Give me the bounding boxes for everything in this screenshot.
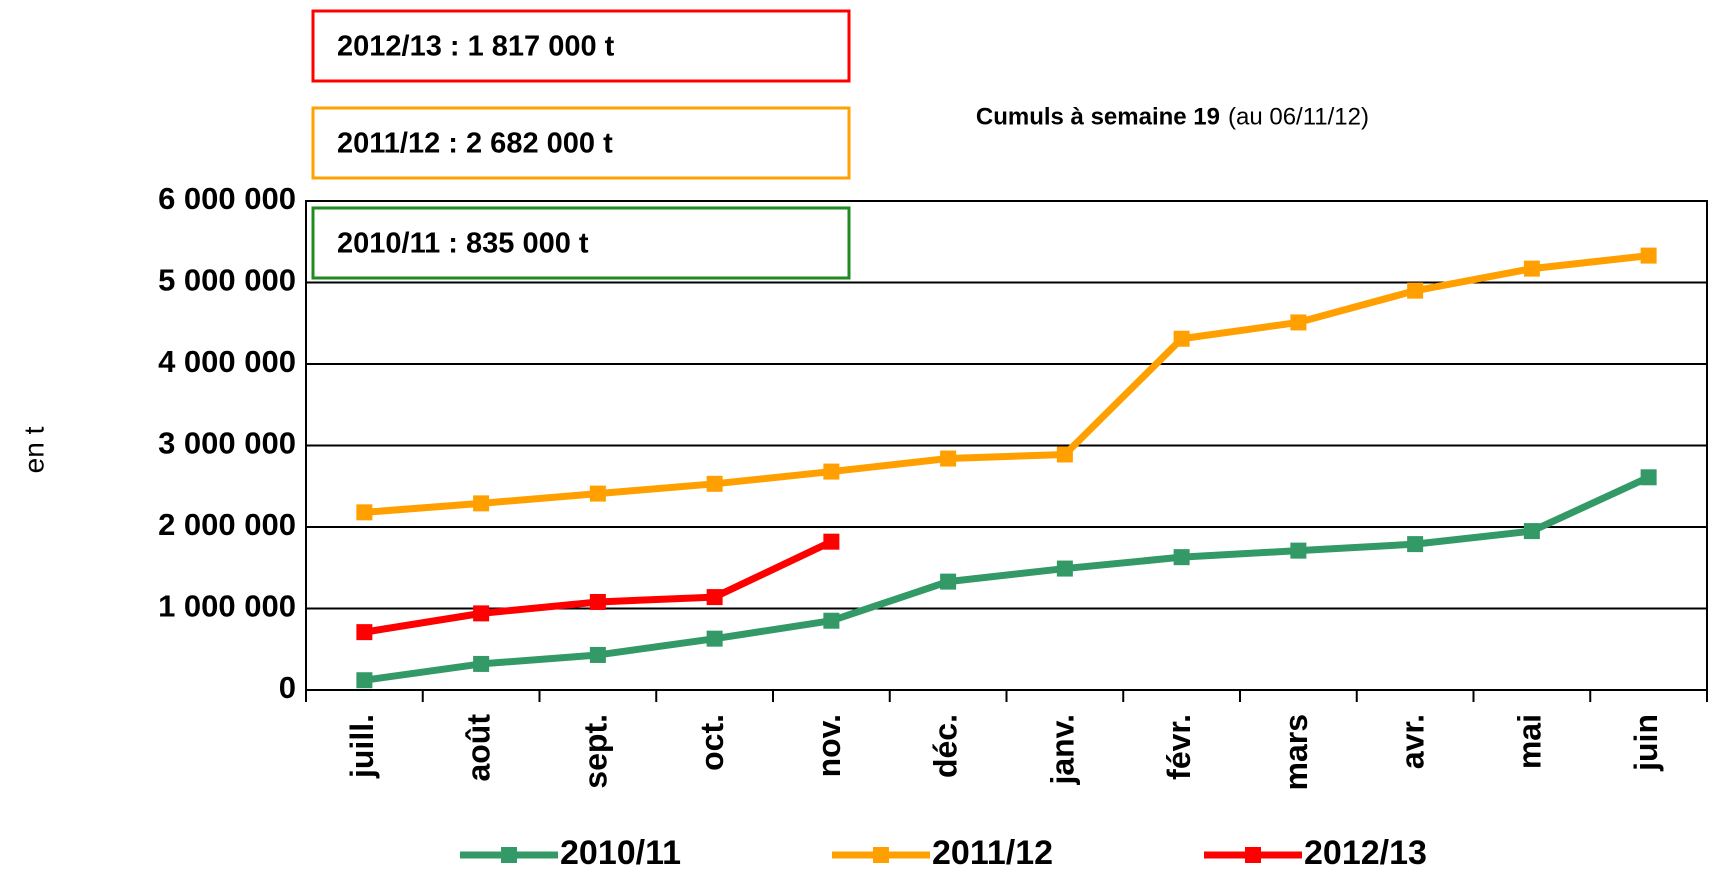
- data-point: [1056, 446, 1073, 463]
- series-line: [363, 538, 833, 636]
- data-point: [1173, 549, 1190, 566]
- data-point: [473, 655, 490, 672]
- data-point: [1640, 247, 1657, 264]
- y-tick-label: 0: [279, 670, 296, 705]
- data-point: [1523, 523, 1540, 540]
- data-point: [706, 589, 723, 606]
- series-line: [364, 252, 1650, 516]
- y-tick-label: 5 000 000: [158, 263, 296, 298]
- legend-marker: [501, 847, 517, 863]
- data-point: [706, 475, 723, 492]
- data-point: [1407, 282, 1424, 299]
- data-point: [823, 612, 840, 629]
- data-point: [356, 672, 373, 689]
- annotation-box: [311, 9, 851, 83]
- data-point: [473, 495, 490, 512]
- data-point: [940, 573, 957, 590]
- annotation-box: [311, 106, 851, 180]
- x-tick-label: août: [461, 714, 497, 782]
- data-point: [706, 630, 723, 647]
- legend-label: 2011/12: [932, 834, 1053, 872]
- x-tick-label: déc.: [928, 714, 964, 778]
- subtitle-note: (au 06/11/12): [1228, 103, 1369, 130]
- annotation-text: 2012/13 : 1 817 000 t: [337, 31, 615, 63]
- x-tick-label: avr.: [1395, 714, 1431, 769]
- data-point: [589, 646, 606, 663]
- data-point: [1407, 536, 1424, 553]
- x-tick-label: sept.: [577, 714, 613, 789]
- annotation-box: [311, 206, 851, 280]
- x-tick-label: janv.: [1044, 714, 1080, 786]
- x-tick-label: févr.: [1161, 714, 1197, 780]
- data-point: [589, 593, 606, 610]
- legend-label: 2010/11: [560, 834, 681, 872]
- x-tick-label: oct.: [694, 714, 730, 771]
- data-point: [589, 485, 606, 502]
- data-point: [1056, 560, 1073, 577]
- subtitle: Cumuls à semaine 19: [976, 103, 1220, 130]
- data-point: [356, 624, 373, 641]
- x-tick-label: juill.: [344, 714, 380, 779]
- data-point: [940, 450, 957, 467]
- y-tick-label: 1 000 000: [158, 589, 296, 624]
- data-point: [1173, 330, 1190, 347]
- x-tick-label: mars: [1278, 714, 1314, 791]
- annotation-text: 2011/12 : 2 682 000 t: [337, 128, 613, 160]
- y-tick-label: 6 000 000: [158, 181, 296, 216]
- data-point: [1640, 469, 1657, 486]
- y-tick-label: 3 000 000: [158, 426, 296, 461]
- annotation-text: 2010/11 : 835 000 t: [337, 228, 589, 260]
- y-tick-label: 4 000 000: [158, 344, 296, 379]
- data-point: [1290, 542, 1307, 559]
- data-point: [356, 504, 373, 521]
- data-point: [1523, 260, 1540, 277]
- data-point: [1290, 314, 1307, 331]
- series-line: [363, 474, 1651, 684]
- legend-label: 2012/13: [1304, 834, 1427, 872]
- legend-marker: [873, 847, 889, 863]
- x-tick-label: mai: [1511, 714, 1547, 769]
- data-point: [823, 533, 840, 550]
- data-point: [823, 463, 840, 480]
- y-axis-label: en t: [18, 426, 49, 473]
- y-tick-label: 2 000 000: [158, 507, 296, 542]
- data-point: [473, 605, 490, 622]
- x-tick-label: nov.: [811, 714, 847, 777]
- x-tick-label: juin: [1628, 714, 1664, 772]
- legend-marker: [1245, 847, 1261, 863]
